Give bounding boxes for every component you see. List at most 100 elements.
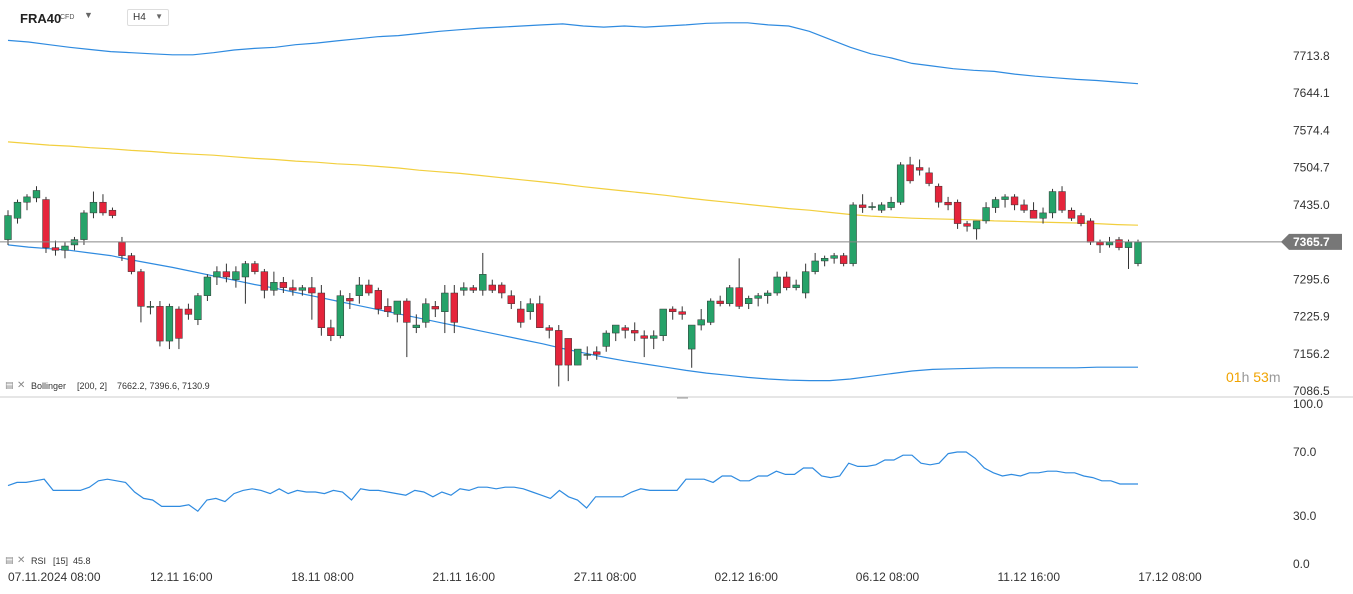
bollinger-values: 7662.2, 7396.6, 7130.9: [117, 381, 210, 391]
candle: [251, 260, 259, 275]
candle: [612, 324, 620, 342]
candle: [317, 284, 326, 336]
bollinger-name: Bollinger: [31, 381, 66, 391]
candle: [346, 293, 354, 310]
candle-body: [260, 271, 269, 291]
candle-body: [896, 164, 905, 203]
candle-body: [13, 201, 22, 219]
symbol-name[interactable]: FRA40: [20, 11, 62, 26]
candle: [944, 196, 952, 211]
candle-body: [80, 212, 88, 240]
candle: [479, 252, 487, 296]
candle-body: [384, 306, 392, 312]
candle: [213, 266, 221, 285]
candle: [1048, 188, 1057, 219]
candle: [13, 199, 22, 224]
candle: [925, 167, 933, 187]
candle: [564, 338, 572, 382]
candle: [953, 199, 962, 229]
candle-body: [32, 190, 41, 199]
candle: [232, 266, 240, 288]
candle: [241, 260, 250, 304]
bollinger-bands: [7, 22, 1139, 382]
close-icon[interactable]: ✕: [17, 555, 25, 566]
candle: [1077, 212, 1085, 227]
candle-body: [89, 201, 98, 214]
candle: [792, 279, 800, 291]
candle: [991, 196, 1000, 213]
candle: [450, 284, 458, 334]
candle: [707, 298, 715, 326]
candle-body: [203, 276, 212, 296]
candle-body: [877, 204, 886, 211]
candle-body: [849, 204, 857, 264]
candle: [327, 319, 335, 342]
candle-body: [441, 292, 449, 312]
candle: [374, 287, 383, 315]
candle: [279, 276, 288, 294]
candle: [1067, 207, 1076, 221]
candle: [222, 263, 231, 283]
rsi-tick-label: 30.0: [1293, 509, 1317, 523]
candle: [308, 276, 316, 320]
candle: [782, 271, 791, 291]
candle: [726, 284, 734, 307]
time-tick-label: 12.11 16:00: [150, 570, 213, 584]
candle-body: [488, 284, 496, 291]
candle: [1134, 239, 1142, 267]
candle-body: [773, 276, 781, 294]
candle-body: [1105, 242, 1114, 246]
close-icon[interactable]: ✕: [17, 380, 25, 391]
candle-body: [621, 327, 629, 331]
current-price-tag-bg: [1281, 233, 1342, 250]
symbol-type: CFD: [60, 14, 75, 21]
time-axis[interactable]: 07.11.2024 08:00 12.11 16:00 18.11 08:00 21…: [8, 570, 1202, 584]
timeframe-select[interactable]: H4 ▼: [127, 9, 169, 26]
countdown-minutes: 53: [1253, 369, 1269, 385]
candle-body: [232, 271, 240, 280]
price-axis[interactable]: 7713.8 7644.1 7574.4 7504.7 7435.0 7295.6 7225…: [1293, 49, 1330, 398]
settings-icon[interactable]: ▤: [5, 381, 14, 391]
time-tick-label: 27.11 08:00: [574, 570, 637, 584]
candle-body: [1115, 239, 1123, 248]
candle: [488, 279, 496, 294]
candle-body: [726, 287, 734, 304]
candle-body: [431, 306, 439, 310]
candle: [194, 293, 202, 326]
candle-body: [460, 287, 468, 291]
candle: [412, 314, 420, 334]
candle-body: [944, 201, 952, 206]
candle-body: [953, 201, 962, 224]
candle-body: [1020, 204, 1028, 211]
candle: [536, 295, 544, 328]
candle: [678, 306, 686, 320]
rsi-name: RSI: [31, 556, 46, 566]
candle-body: [564, 338, 572, 366]
candle: [830, 252, 838, 264]
caret-down-icon[interactable]: ▼: [84, 10, 93, 20]
candle: [545, 325, 553, 339]
candle-body: [650, 335, 658, 339]
rsi-tick-label: 100.0: [1293, 397, 1323, 411]
candle: [156, 301, 164, 347]
candle: [1001, 194, 1009, 208]
candle: [669, 306, 677, 320]
rsi-line: [7, 451, 1138, 513]
candle-body: [1058, 191, 1066, 211]
candle-body: [4, 215, 12, 240]
candle: [384, 298, 392, 318]
time-tick-label: 21.11 16:00: [432, 570, 495, 584]
candle: [403, 298, 411, 358]
candle: [1020, 199, 1028, 213]
candle-body: [374, 290, 383, 310]
countdown-hours: 01: [1226, 369, 1242, 385]
candle-body: [915, 167, 924, 171]
candle: [1058, 186, 1066, 213]
candle-body: [194, 295, 202, 320]
candle-body: [61, 245, 69, 251]
candle: [517, 301, 525, 328]
candle-body: [593, 351, 601, 355]
rsi-legend: ▤ ✕ RSI [15] 45.8: [5, 555, 91, 566]
settings-icon[interactable]: ▤: [5, 556, 14, 566]
